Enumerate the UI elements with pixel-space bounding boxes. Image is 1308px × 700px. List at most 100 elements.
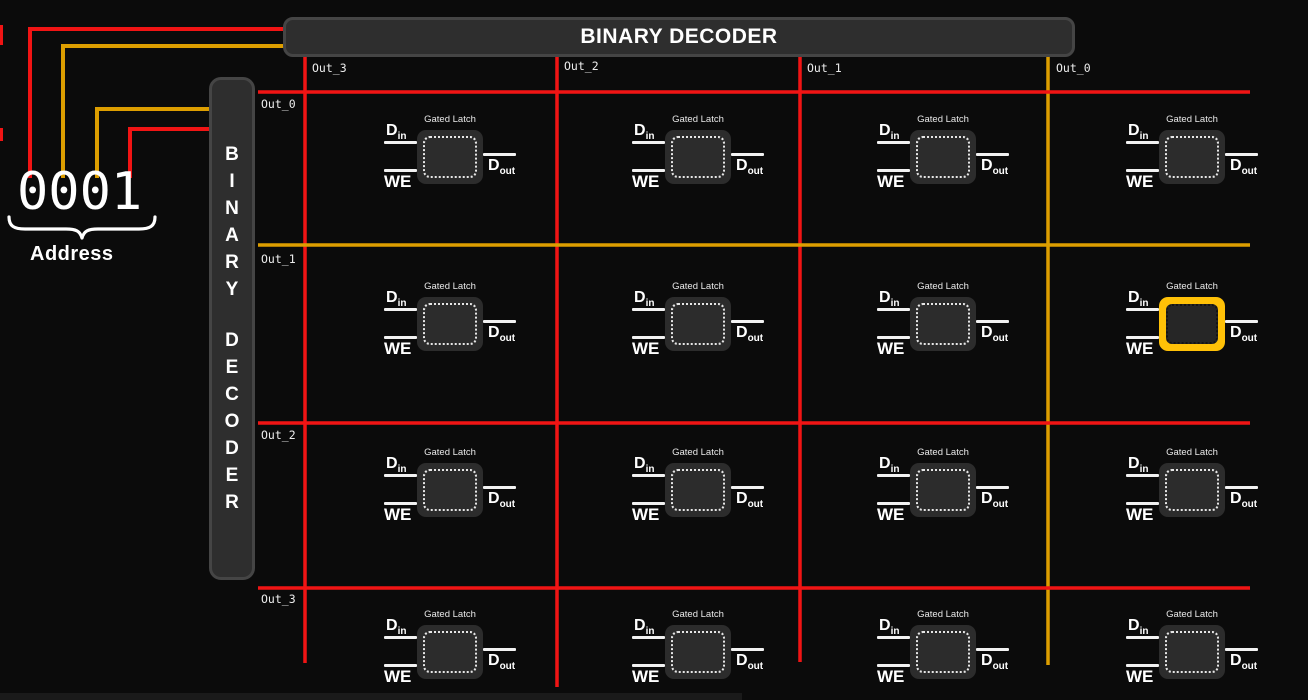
dout-wire [1225,648,1258,651]
dout-wire [1225,320,1258,323]
gated-latch-cell-row-Out_2-col-Out_1: Gated Latch Din WE Dout [870,447,1016,529]
din-wire [384,474,417,477]
latch-box-dotted-border [423,631,477,673]
latch-box[interactable] [1159,297,1225,351]
latch-box[interactable] [1159,130,1225,184]
we-wire [384,664,417,667]
latch-box[interactable] [910,297,976,351]
we-label: WE [877,339,905,358]
gated-latch-cell-row-Out_1-col-Out_1: Gated Latch Din WE Dout [870,281,1016,363]
dout-label: Dout [488,490,516,511]
latch-box[interactable] [417,130,483,184]
din-wire [384,308,417,311]
latch-box[interactable] [910,130,976,184]
gated-latch-cell-row-Out_3-col-Out_1: Gated Latch Din WE Dout [870,609,1016,691]
latch-title: Gated Latch [672,447,724,458]
row-label-out3: Out_3 [261,592,296,606]
latch-title: Gated Latch [917,609,969,620]
din-label: Din [386,455,407,476]
column-label-out2: Out_2 [564,59,599,73]
gated-latch-cell-row-Out_0-col-Out_1: Gated Latch Din WE Dout [870,114,1016,196]
dout-label: Dout [736,652,764,673]
latch-box[interactable] [1159,463,1225,517]
din-wire [632,474,665,477]
latch-title: Gated Latch [424,447,476,458]
we-label: WE [384,339,412,358]
latch-box[interactable] [665,625,731,679]
din-label: Din [386,122,407,143]
latch-box[interactable] [1159,625,1225,679]
latch-title: Gated Latch [1166,281,1218,292]
top-binary-decoder[interactable]: BINARY DECODER [283,17,1075,57]
address-wire-left-decoder [128,127,213,178]
latch-box-dotted-border [1165,469,1219,511]
latch-title: Gated Latch [917,281,969,292]
din-label: Din [879,617,900,638]
dout-label: Dout [981,324,1009,345]
din-label: Din [1128,122,1149,143]
gated-latch-cell-row-Out_1-col-Out_3: Gated Latch Din WE Dout [377,281,523,363]
dout-label: Dout [488,157,516,178]
address-wire-top-decoder [28,27,286,178]
latch-title: Gated Latch [1166,114,1218,125]
gated-latch-cell-row-Out_0-col-Out_3: Gated Latch Din WE Dout [377,114,523,196]
row-label-out2: Out_2 [261,428,296,442]
dout-wire [483,153,516,156]
dout-label: Dout [1230,324,1258,345]
latch-box[interactable] [665,463,731,517]
gated-latch-cell-row-Out_1-col-Out_0: Gated Latch Din WE Dout [1119,281,1265,363]
dout-label: Dout [1230,490,1258,511]
din-label: Din [634,122,655,143]
latch-box[interactable] [417,463,483,517]
latch-box-dotted-border [671,469,725,511]
we-wire [632,169,665,172]
latch-title: Gated Latch [1166,447,1218,458]
din-label: Din [386,617,407,638]
latch-title: Gated Latch [917,447,969,458]
address-wire-left-decoder [95,107,213,178]
gated-latch-cell-row-Out_3-col-Out_2: Gated Latch Din WE Dout [625,609,771,691]
latch-title: Gated Latch [424,281,476,292]
we-wire [877,502,910,505]
latch-box[interactable] [665,297,731,351]
latch-box[interactable] [665,130,731,184]
we-wire [632,502,665,505]
latch-box-dotted-border [916,631,970,673]
latch-box[interactable] [910,625,976,679]
din-label: Din [1128,289,1149,310]
din-wire [632,636,665,639]
we-wire [1126,502,1159,505]
we-label: WE [384,172,412,191]
column-label-out1: Out_1 [807,61,842,75]
we-wire [1126,336,1159,339]
column-label-out0: Out_0 [1056,61,1091,75]
dout-wire [731,320,764,323]
dout-label: Dout [981,490,1009,511]
we-wire [1126,664,1159,667]
we-wire [877,169,910,172]
dout-wire [483,320,516,323]
we-label: WE [632,505,660,524]
dout-wire [976,320,1009,323]
dout-wire [1225,486,1258,489]
latch-box[interactable] [910,463,976,517]
din-label: Din [1128,617,1149,638]
latch-title: Gated Latch [424,609,476,620]
we-wire [632,336,665,339]
dout-wire [731,648,764,651]
din-wire [1126,474,1159,477]
dout-wire [731,486,764,489]
dout-label: Dout [981,157,1009,178]
we-label: WE [632,339,660,358]
latch-box-dotted-border [423,469,477,511]
we-wire [384,336,417,339]
address-value[interactable]: 0001 [17,162,143,222]
latch-box-dotted-border [671,631,725,673]
latch-box[interactable] [417,625,483,679]
din-wire [877,636,910,639]
row-label-out1: Out_1 [261,252,296,266]
din-label: Din [879,455,900,476]
latch-box[interactable] [417,297,483,351]
dout-wire [1225,153,1258,156]
